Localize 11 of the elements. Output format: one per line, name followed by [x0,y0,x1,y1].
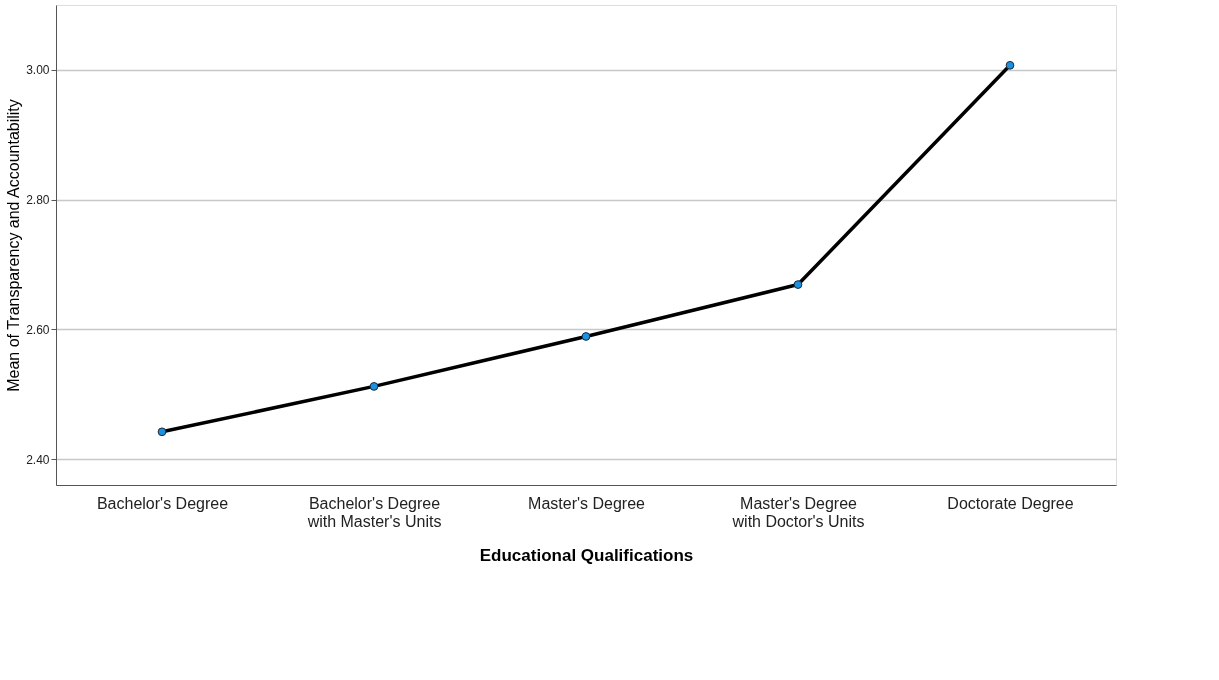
y-tick-label: 2.80 [26,193,50,208]
x-tick-label: Doctorate Degree [947,494,1074,512]
y-axis-title: Mean of Transparency and Accountability [5,99,23,392]
x-axis-title: Educational Qualifications [479,545,694,565]
y-tick-label: 3.00 [26,63,50,78]
y-tick-label: 2.40 [26,452,50,467]
x-tick-label: Master's Degree with Doctor's Units [731,494,865,530]
x-tick-label: Bachelor's Degree with Master's Units [306,494,442,530]
x-tick-label: Master's Degree [528,494,646,512]
x-tick-label: Bachelor's Degree [96,494,229,512]
y-tick-label: 2.60 [26,322,50,337]
